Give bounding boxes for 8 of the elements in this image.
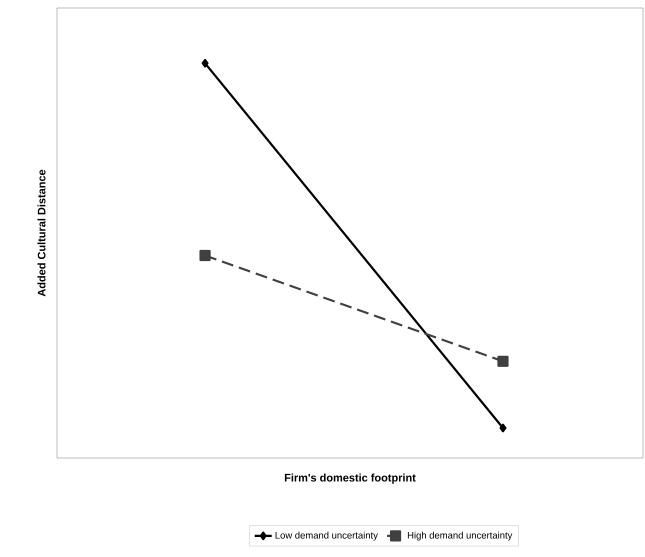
- legend-label: High demand uncertainty: [408, 532, 512, 540]
- x-axis-title: Firm's domestic footprint: [284, 474, 416, 484]
- point: [499, 424, 506, 432]
- legend-label: Low demand uncertainty: [276, 532, 378, 540]
- y-axis-title: Added Cultural Distance: [37, 170, 46, 296]
- point: [202, 58, 209, 68]
- point: [199, 250, 211, 262]
- point: [497, 356, 509, 367]
